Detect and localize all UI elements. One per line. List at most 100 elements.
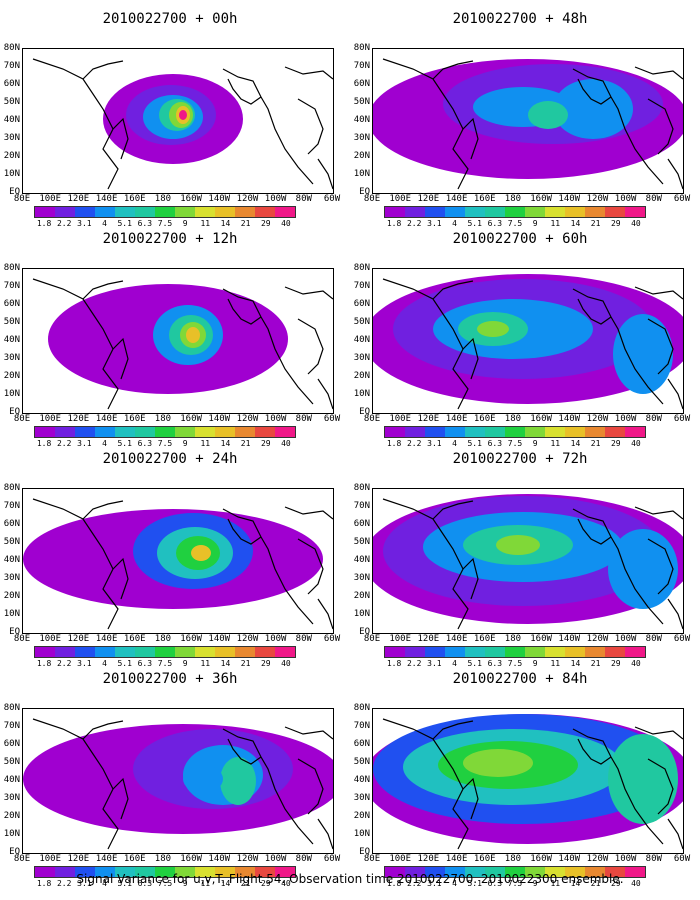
latitude-labels: 80N 70N 60N 50N 40N 30N 20N 10N EQ bbox=[344, 44, 370, 197]
colorbar-label: 6.3 bbox=[137, 439, 153, 448]
colorbar-swatch bbox=[235, 867, 255, 877]
colorbar-swatch bbox=[175, 207, 195, 217]
colorbar-swatch bbox=[545, 427, 565, 437]
colorbar-label: 7.5 bbox=[507, 439, 523, 448]
variance-contour bbox=[463, 749, 533, 777]
coastline bbox=[667, 158, 683, 190]
longitude-label: 160W bbox=[180, 194, 202, 204]
colorbar-label: 5.1 bbox=[467, 219, 482, 228]
coastline bbox=[222, 508, 314, 625]
colorbar-label: 9 bbox=[532, 659, 538, 668]
colorbar-label: 40 bbox=[631, 879, 641, 888]
latitude-label: 70N bbox=[353, 501, 370, 511]
colorbar-label: 2.2 bbox=[406, 659, 422, 668]
colorbar-swatch bbox=[485, 647, 505, 657]
colorbar-swatch bbox=[405, 207, 425, 217]
colorbar-label: 5.1 bbox=[117, 879, 132, 888]
longitude-label: 140W bbox=[558, 194, 581, 204]
longitude-label: 80E bbox=[13, 414, 31, 424]
colorbar-label: 14 bbox=[570, 219, 581, 228]
colorbar-label: 29 bbox=[610, 219, 621, 228]
latitude-label: EQ bbox=[9, 407, 20, 417]
coastline bbox=[284, 66, 333, 80]
colorbar-swatch bbox=[425, 427, 445, 437]
latitude-label: EQ bbox=[9, 627, 20, 637]
longitude-label: 80E bbox=[363, 414, 381, 424]
latitude-label: 40N bbox=[353, 555, 370, 565]
colorbar-swatch bbox=[95, 207, 115, 217]
coastline bbox=[667, 598, 683, 630]
colorbar-swatch bbox=[55, 427, 75, 437]
colorbar-swatch bbox=[155, 207, 175, 217]
colorbar-label: 11 bbox=[550, 879, 561, 888]
variance-map bbox=[22, 708, 334, 854]
colorbar-swatch bbox=[445, 207, 465, 217]
variance-map bbox=[22, 268, 334, 414]
forecast-panel: 2010022700 + 00h 80N 70N 60N 50N 40N 30N 20N 10N… bbox=[0, 10, 340, 228]
colorbar-label: 1.8 bbox=[36, 659, 52, 668]
variance-contour bbox=[496, 535, 540, 555]
colorbar-swatch bbox=[405, 427, 425, 437]
latitude-label: 30N bbox=[3, 353, 20, 363]
colorbar-label: 9 bbox=[182, 439, 188, 448]
colorbar-swatch bbox=[255, 647, 275, 657]
colorbar-label: 14 bbox=[220, 879, 231, 888]
colorbar-swatch bbox=[235, 207, 255, 217]
longitude-label: 100E bbox=[39, 854, 62, 864]
colorbar-swatch bbox=[235, 427, 255, 437]
latitude-label: 60N bbox=[3, 739, 20, 749]
longitude-label: 100W bbox=[614, 634, 637, 644]
latitude-label: 50N bbox=[353, 537, 370, 547]
longitude-label: 140E bbox=[95, 194, 118, 204]
coastline bbox=[382, 278, 469, 410]
colorbar-label: 40 bbox=[281, 439, 291, 448]
colorbar-label: 6.3 bbox=[137, 659, 153, 668]
longitude-label: 80E bbox=[363, 854, 381, 864]
latitude-label: 40N bbox=[353, 335, 370, 345]
colorbar-label: 14 bbox=[220, 659, 231, 668]
coastline bbox=[577, 518, 612, 545]
colorbar-swatch bbox=[135, 647, 155, 657]
colorbar-swatch bbox=[465, 867, 485, 877]
longitude-label: 80W bbox=[295, 414, 312, 424]
colorbar-label: 21 bbox=[240, 879, 251, 888]
latitude-label: 20N bbox=[3, 151, 20, 161]
coastline bbox=[634, 726, 683, 740]
variance-contour bbox=[220, 757, 256, 805]
latitude-label: 30N bbox=[353, 353, 370, 363]
map-svg bbox=[373, 58, 683, 190]
latitude-label: 70N bbox=[353, 721, 370, 731]
latitude-labels: 80N 70N 60N 50N 40N 30N 20N 10N EQ bbox=[0, 704, 20, 857]
longitude-label: 100E bbox=[39, 414, 62, 424]
latitude-label: 50N bbox=[353, 757, 370, 767]
longitude-label: 100E bbox=[389, 854, 412, 864]
variance-contour bbox=[613, 314, 673, 394]
colorbar: 1.8 2.2 3.1 4 5.1 6.3 7.5 9 11 14 21 29 40 bbox=[34, 206, 296, 228]
longitude-label: 100E bbox=[389, 634, 412, 644]
longitude-label: 160E bbox=[123, 414, 146, 424]
coastline bbox=[382, 498, 469, 630]
coastline bbox=[297, 538, 324, 595]
longitude-label: 80W bbox=[295, 634, 312, 644]
latitude-label: EQ bbox=[359, 627, 370, 637]
longitude-labels: 80E 100E 120E 140E 160E 180 160W 140W 120W 100W 80… bbox=[14, 854, 340, 864]
coastline bbox=[382, 718, 469, 850]
colorbar-swatch bbox=[275, 867, 295, 877]
latitude-label: 10N bbox=[353, 609, 370, 619]
panel-title: 2010022700 + 84h bbox=[452, 671, 588, 687]
latitude-label: 20N bbox=[353, 151, 370, 161]
longitude-label: 180 bbox=[154, 194, 172, 204]
latitude-label: 20N bbox=[3, 371, 20, 381]
colorbar-swatch bbox=[385, 207, 405, 217]
variance-map bbox=[372, 708, 684, 854]
colorbar-label: 6.3 bbox=[487, 879, 503, 888]
latitude-label: 60N bbox=[353, 79, 370, 89]
colorbar-swatch bbox=[215, 867, 235, 877]
coastline bbox=[462, 557, 479, 600]
longitude-label: 80W bbox=[645, 194, 662, 204]
latitude-label: 80N bbox=[3, 263, 20, 273]
longitude-label: 120E bbox=[67, 634, 90, 644]
forecast-panel: 2010022700 + 36h 80N 70N 60N 50N 40N 30N 20N 10N… bbox=[0, 670, 340, 888]
variance-contour bbox=[186, 327, 200, 343]
colorbar-swatch bbox=[155, 647, 175, 657]
